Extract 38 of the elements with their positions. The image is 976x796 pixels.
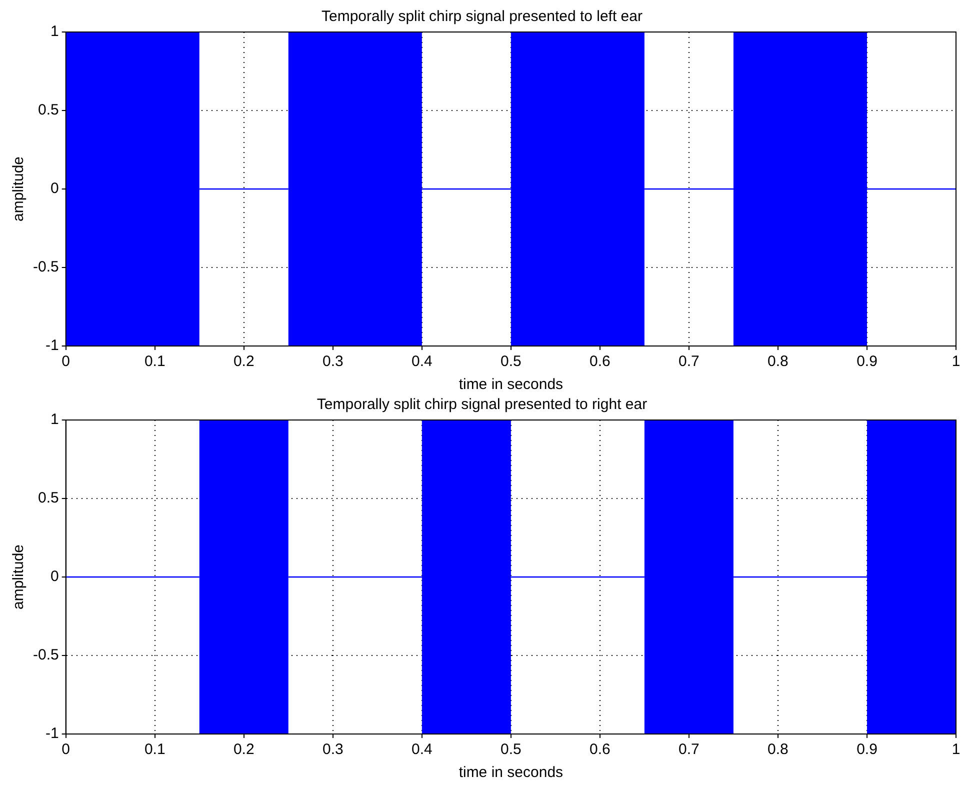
y-tick-label: 0.5	[38, 490, 59, 507]
y-axis-title: amplitude	[10, 544, 28, 610]
x-tick-label: 0.3	[322, 353, 344, 370]
y-tick-label: -1	[46, 337, 59, 354]
x-tick-label: 0.1	[144, 353, 166, 370]
y-tick-label: 0	[50, 568, 59, 586]
y-tick-label: 1	[50, 23, 59, 40]
x-tick-label: 0.6	[590, 741, 610, 758]
x-tick-label: 1	[952, 741, 960, 758]
x-tick-label: 0	[62, 353, 70, 370]
y-tick-label: -1	[46, 725, 59, 742]
x-tick-label: 1	[952, 353, 960, 370]
y-tick-label: -0.5	[32, 258, 59, 276]
x-tick-label: 0.5	[500, 353, 522, 370]
x-tick-label: 0.7	[678, 353, 700, 370]
x-tick-label: 0.1	[144, 741, 166, 758]
x-tick-label: 0.8	[768, 741, 788, 758]
y-tick-label: 0.5	[38, 102, 59, 119]
x-tick-label: 0	[62, 741, 70, 758]
x-tick-label: 0.9	[856, 741, 878, 758]
y-tick-label: -0.5	[32, 646, 59, 664]
x-tick-label: 0.2	[233, 741, 254, 758]
x-tick-label: 0.5	[500, 741, 522, 758]
x-axis-title: time in seconds	[458, 376, 564, 394]
chart-title: Temporally split chirp signal presented to right ear	[316, 396, 648, 414]
x-tick-label: 0.6	[590, 353, 610, 370]
x-tick-label: 0.8	[768, 353, 788, 370]
x-tick-label: 0.9	[856, 353, 878, 370]
chart-title: Temporally split chirp signal presented to left ear	[322, 8, 642, 26]
x-tick-label: 0.4	[411, 741, 432, 758]
x-tick-label: 0.3	[322, 741, 344, 758]
x-axis-title: time in seconds	[458, 764, 564, 782]
y-axis-title: amplitude	[10, 156, 28, 222]
x-tick-label: 0.4	[411, 353, 432, 370]
y-tick-label: 1	[50, 411, 59, 428]
x-tick-label: 0.2	[233, 353, 254, 370]
x-tick-label: 0.7	[678, 741, 700, 758]
y-tick-label: 0	[50, 180, 59, 198]
